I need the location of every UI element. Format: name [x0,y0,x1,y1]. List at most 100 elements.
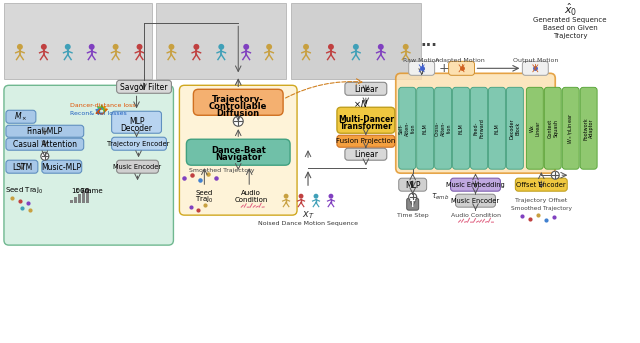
FancyBboxPatch shape [522,61,548,75]
Text: Trajectory Encoder: Trajectory Encoder [108,141,170,147]
Text: Navigator: Navigator [215,153,262,162]
Text: Smoothed Trajectory: Smoothed Trajectory [189,168,254,173]
Text: Offset Encoder: Offset Encoder [516,182,566,188]
Text: MLP: MLP [405,181,420,190]
Circle shape [303,44,309,50]
Point [549,214,559,220]
Text: Music Embedding: Music Embedding [446,182,505,188]
Point [525,216,536,222]
Point [17,205,27,211]
Text: Music Encoder: Music Encoder [113,164,162,170]
Text: Trajectory-: Trajectory- [212,95,264,104]
Text: LSTM: LSTM [12,163,32,172]
Text: Fusion Projection: Fusion Projection [336,138,396,144]
Point [533,212,543,218]
Text: Linear: Linear [354,150,378,159]
Text: $\hat{x}_0$: $\hat{x}_0$ [564,2,577,19]
Circle shape [113,44,118,50]
Bar [74,197,77,203]
Text: t Frame: t Frame [76,188,103,194]
Point [15,198,25,204]
FancyBboxPatch shape [449,61,474,75]
Text: Dance-Beat: Dance-Beat [211,146,266,155]
Point [25,208,35,213]
Point [204,172,214,177]
Circle shape [266,44,272,50]
Point [179,176,189,181]
Bar [86,188,89,203]
Circle shape [17,44,23,50]
FancyBboxPatch shape [4,85,173,245]
Text: +: + [438,62,449,75]
Text: Output Motion: Output Motion [513,58,558,63]
Text: Trajectory: Trajectory [553,33,588,39]
Text: ...: ... [420,34,437,49]
FancyBboxPatch shape [526,87,543,169]
FancyBboxPatch shape [186,139,290,165]
Text: Feed-
Forward: Feed- Forward [474,118,484,138]
Text: Recon& Vel losses: Recon& Vel losses [70,111,127,116]
FancyBboxPatch shape [456,194,495,207]
Circle shape [89,44,95,50]
Bar [82,191,84,203]
Text: Multi-Dancer: Multi-Dancer [338,115,394,124]
Text: MLP: MLP [129,117,144,126]
Circle shape [328,44,334,50]
Point [195,177,205,183]
FancyBboxPatch shape [6,110,36,123]
FancyBboxPatch shape [6,160,38,173]
Circle shape [284,194,289,199]
Text: Transformer: Transformer [339,122,392,131]
Text: Music Encoder: Music Encoder [451,198,500,204]
Text: Dancer-distance loss: Dancer-distance loss [70,103,135,108]
Text: Savgol Filter: Savgol Filter [120,83,167,92]
FancyBboxPatch shape [451,178,500,191]
FancyBboxPatch shape [506,87,524,169]
FancyBboxPatch shape [116,160,159,173]
Text: Final-MLP: Final-MLP [27,127,63,136]
Text: Smoothed Trajectory: Smoothed Trajectory [511,206,572,211]
Point [200,202,211,208]
Text: Wx
Linear: Wx Linear [529,120,540,136]
Text: Adapted Motion: Adapted Motion [435,58,484,63]
Circle shape [193,44,199,50]
FancyBboxPatch shape [396,73,556,173]
Text: $M_\times$: $M_\times$ [14,111,28,123]
FancyBboxPatch shape [406,198,419,210]
Circle shape [378,44,384,50]
FancyBboxPatch shape [179,85,297,215]
Text: FiLM: FiLM [422,123,428,134]
Text: $\tau_{emb}$: $\tau_{emb}$ [431,192,450,202]
Circle shape [136,44,143,50]
Text: Casual Attention: Casual Attention [13,140,77,149]
FancyBboxPatch shape [345,148,387,160]
FancyBboxPatch shape [470,87,488,169]
FancyBboxPatch shape [111,137,166,150]
Text: FiLM: FiLM [495,123,499,134]
Text: Time Step: Time Step [397,213,429,218]
Text: Seed Traj$_0$: Seed Traj$_0$ [5,186,43,196]
Point [188,173,198,178]
Bar [157,3,286,79]
Circle shape [218,44,224,50]
Circle shape [233,116,243,126]
Text: Music-MLP: Music-MLP [42,163,82,172]
Text: Noised Dance Motion Sequence: Noised Dance Motion Sequence [258,221,358,226]
Point [7,196,17,201]
FancyBboxPatch shape [399,87,416,169]
FancyBboxPatch shape [6,138,84,150]
FancyBboxPatch shape [417,87,434,169]
Text: Audio: Audio [241,190,261,196]
FancyBboxPatch shape [488,87,506,169]
FancyBboxPatch shape [435,87,452,169]
Point [541,217,552,223]
Circle shape [168,44,175,50]
Point [193,208,204,213]
Text: Decoder
Block: Decoder Block [509,118,520,139]
Circle shape [328,194,333,199]
Text: Condition: Condition [234,197,268,203]
Circle shape [65,44,71,50]
Text: FiLM: FiLM [458,123,463,134]
FancyBboxPatch shape [42,160,82,173]
Text: Diffusion: Diffusion [217,109,260,118]
